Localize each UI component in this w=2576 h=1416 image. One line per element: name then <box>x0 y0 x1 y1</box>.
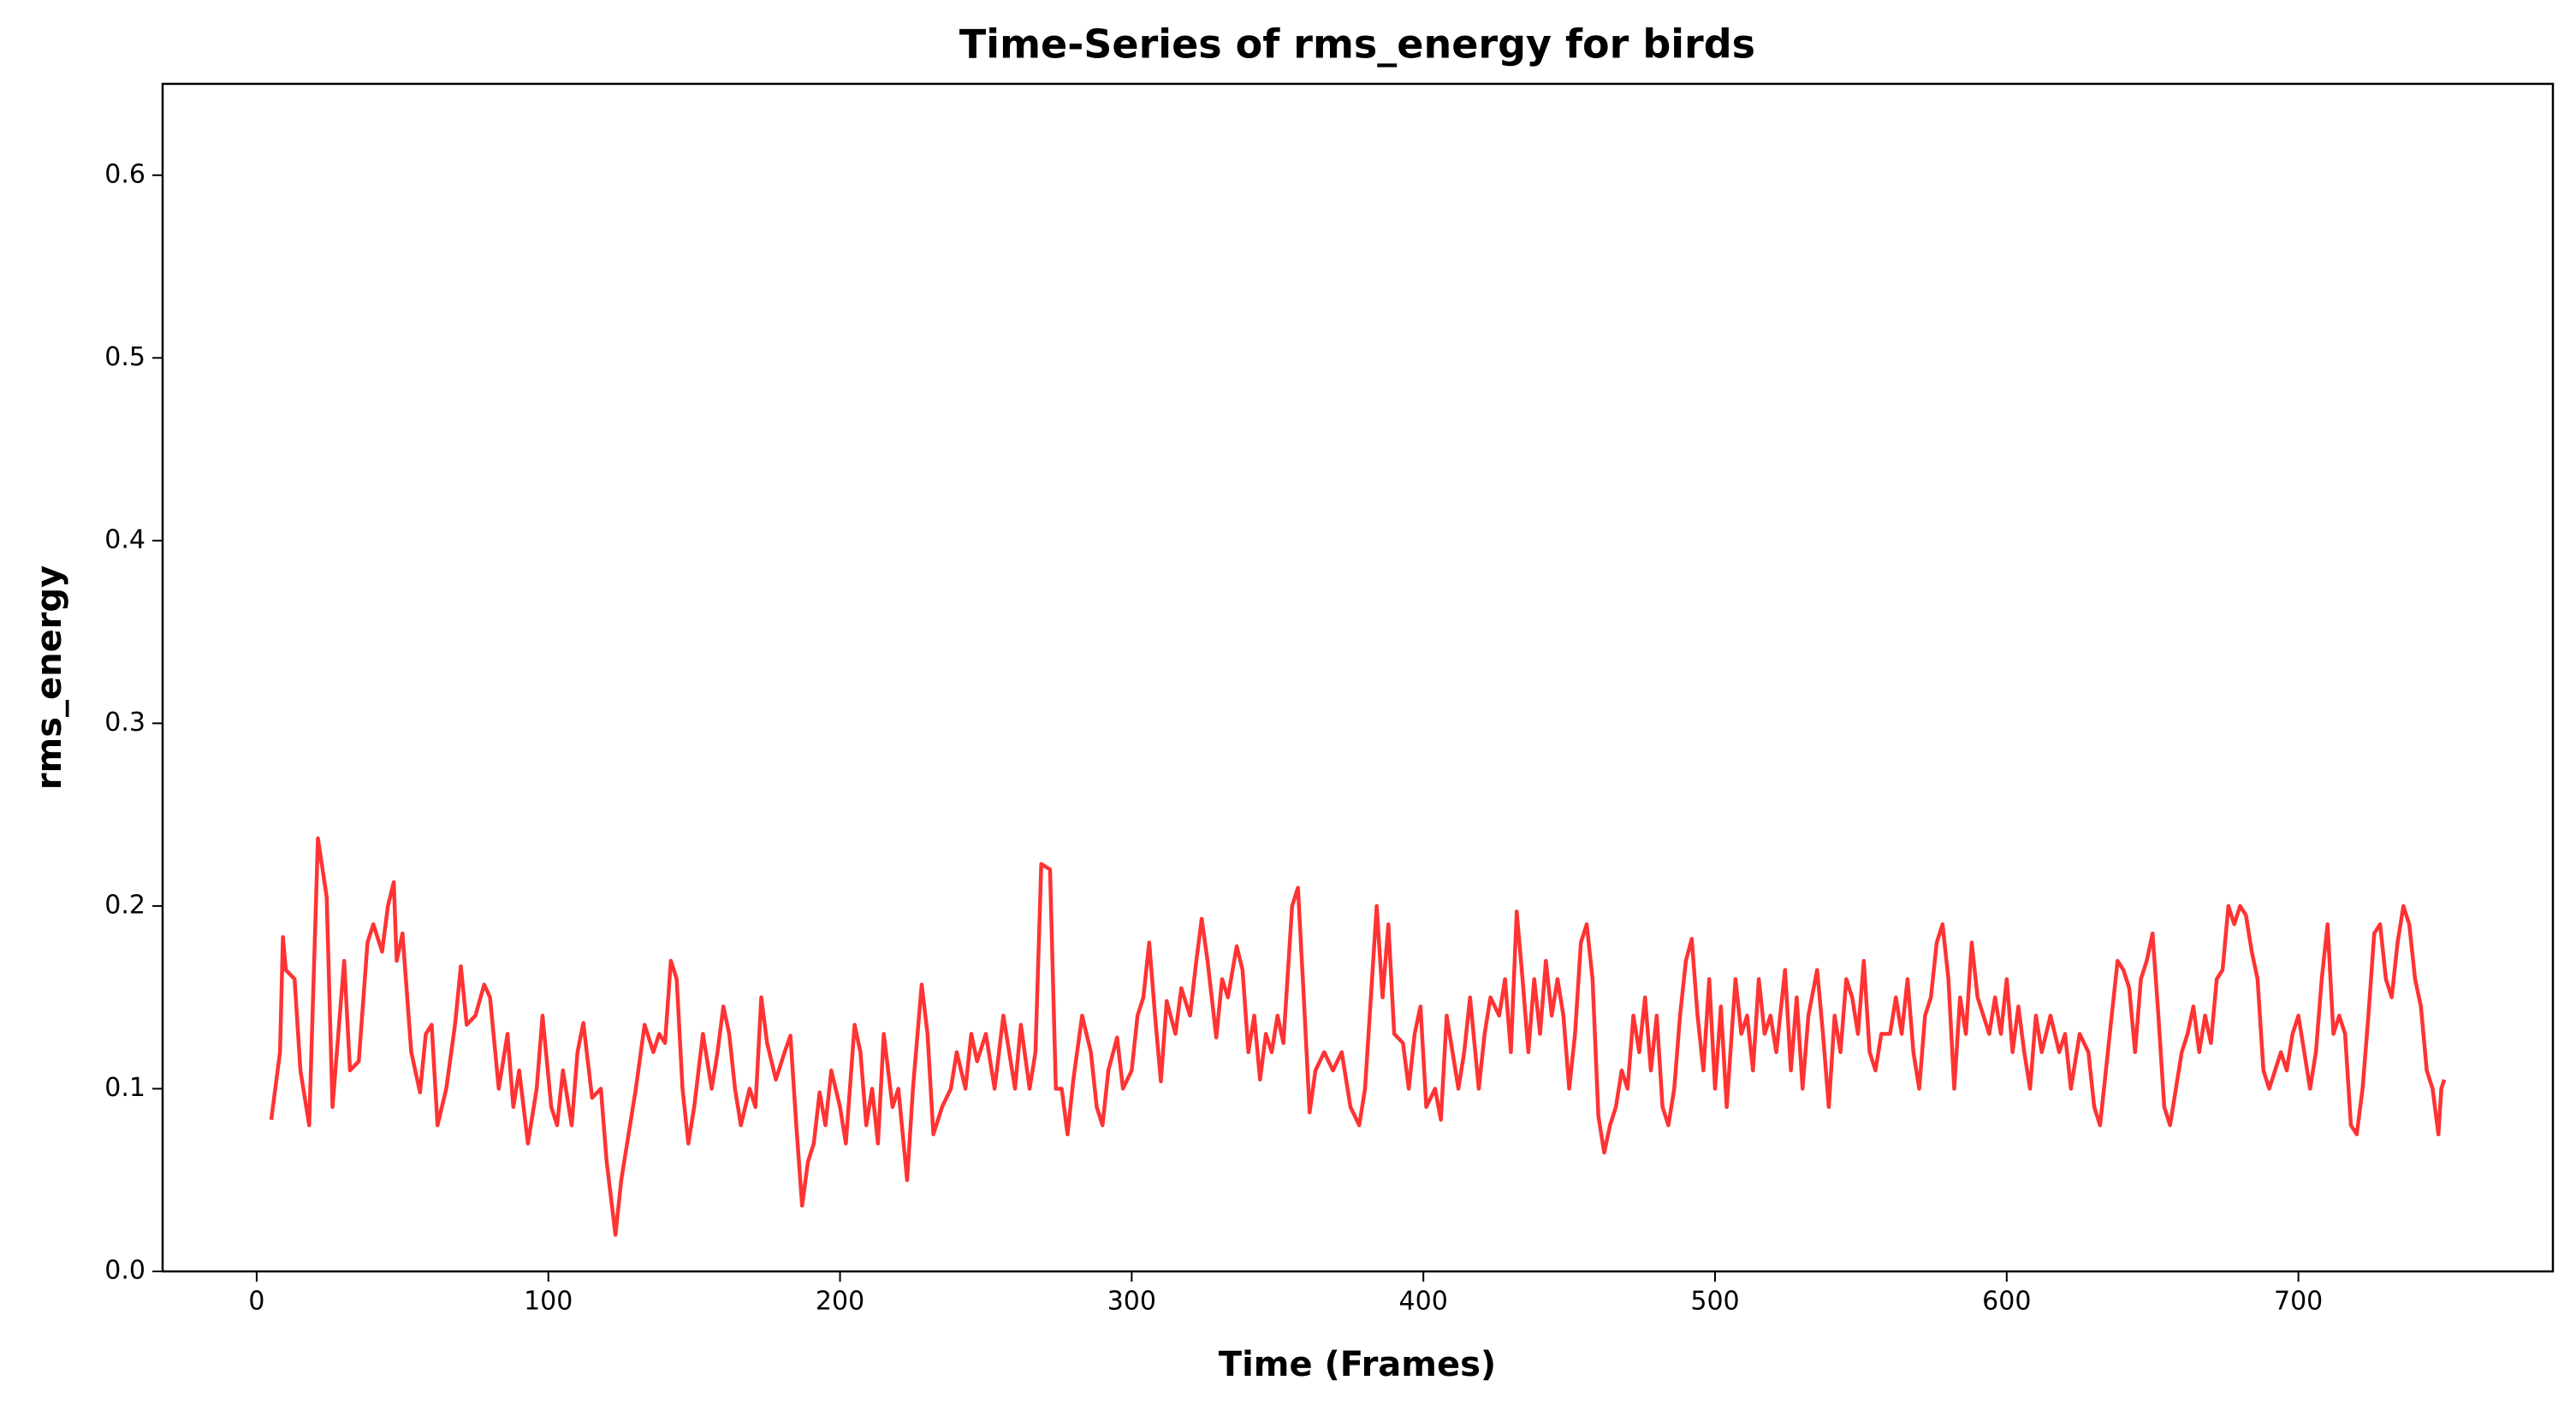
y-tick-label: 0.1 <box>104 1073 145 1103</box>
data-line <box>269 836 2447 1237</box>
y-axis-label: rms_energy <box>30 566 69 790</box>
x-tick-label: 700 <box>2274 1287 2323 1317</box>
x-tick-label: 600 <box>1982 1287 2031 1317</box>
y-tick-label: 0.3 <box>104 708 145 738</box>
x-tick-label: 0 <box>248 1287 264 1317</box>
x-axis-label: Time (Frames) <box>1219 1345 1496 1384</box>
y-tick-label: 0.0 <box>104 1256 145 1286</box>
plot-frame <box>161 82 2555 1273</box>
y-tick-label: 0.4 <box>104 524 145 554</box>
y-tick-label: 0.2 <box>104 890 145 920</box>
y-tick-label: 0.6 <box>104 159 145 189</box>
x-tick-label: 200 <box>816 1287 864 1317</box>
x-tick-label: 300 <box>1107 1287 1156 1317</box>
y-tick-label: 0.5 <box>104 342 145 372</box>
chart-title: Time-Series of rms_energy for birds <box>959 21 1755 68</box>
x-tick-label: 100 <box>524 1287 573 1317</box>
x-tick-label: 500 <box>1690 1287 1739 1317</box>
x-tick-label: 400 <box>1399 1287 1448 1317</box>
